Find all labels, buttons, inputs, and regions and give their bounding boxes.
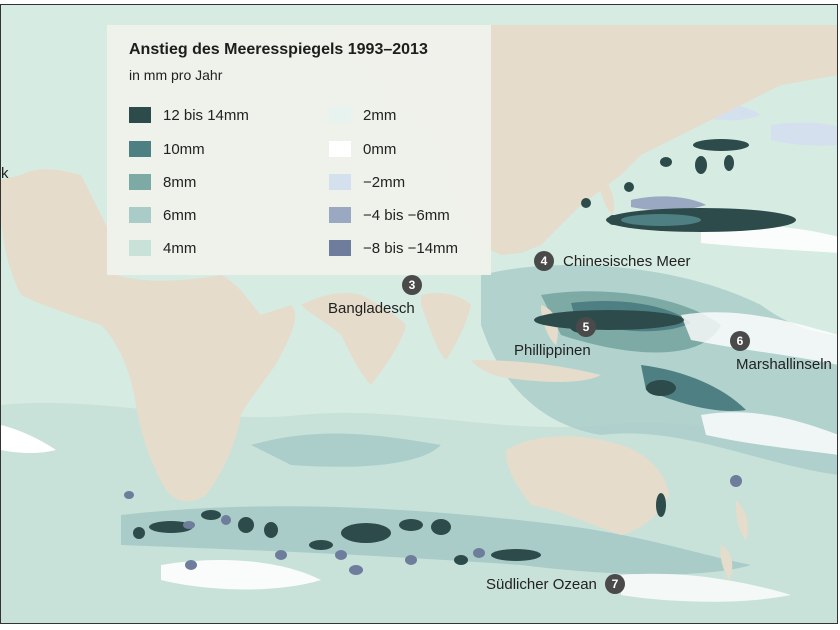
marker-bangladesch-label: Bangladesch	[328, 300, 415, 317]
legend-swatch	[329, 240, 351, 256]
legend-swatch	[329, 174, 351, 190]
legend-subtitle: in mm pro Jahr	[129, 67, 223, 83]
legend: Anstieg des Meeresspiegels 1993–2013 in …	[107, 25, 491, 275]
marker-number: 5	[576, 317, 596, 337]
legend-item-label: 12 bis 14mm	[163, 106, 249, 124]
legend-item: −8 bis −14mm	[329, 238, 458, 258]
legend-swatch	[129, 141, 151, 157]
land-masses	[1, 25, 837, 580]
legend-item: 10mm	[129, 139, 205, 159]
legend-swatch	[329, 207, 351, 223]
legend-item-label: −8 bis −14mm	[363, 239, 459, 257]
marker-marshallinseln-label: Marshallinseln	[736, 356, 832, 373]
marker-label: Südlicher Ozean	[486, 575, 597, 593]
marker-bangladesch-badge: 3	[402, 275, 422, 295]
legend-item-label: −4 bis −6mm	[363, 206, 450, 224]
legend-item-label: 4mm	[163, 239, 197, 257]
legend-swatch	[129, 207, 151, 223]
legend-item-label: 8mm	[163, 173, 197, 191]
legend-item-label: 10mm	[163, 140, 205, 158]
extreme-patches	[124, 139, 796, 575]
marker-phillippinen-badge: 5	[576, 317, 596, 337]
legend-swatch	[329, 141, 351, 157]
legend-item-label: 6mm	[163, 206, 197, 224]
marker-marshallinseln-badge: 6	[730, 331, 750, 351]
marker-chinesisches-meer: 4 Chinesisches Meer	[534, 251, 691, 271]
legend-item: 0mm	[329, 139, 396, 159]
marker-number: 3	[402, 275, 422, 295]
legend-item: −4 bis −6mm	[329, 205, 450, 225]
map-frame: Anstieg des Meeresspiegels 1993–2013 in …	[0, 4, 838, 624]
edge-label: k	[1, 165, 9, 182]
marker-phillippinen-label: Phillippinen	[514, 342, 591, 359]
legend-title: Anstieg des Meeresspiegels 1993–2013	[129, 41, 428, 58]
legend-item: 8mm	[129, 172, 196, 192]
legend-swatch	[129, 174, 151, 190]
legend-swatch	[329, 107, 351, 123]
legend-item: 6mm	[129, 205, 196, 225]
marker-label: Phillippinen	[514, 342, 591, 359]
legend-item-label: 0mm	[363, 140, 397, 158]
legend-item: −2mm	[329, 172, 405, 192]
legend-swatch	[129, 107, 151, 123]
marker-number: 7	[604, 574, 625, 594]
legend-item: 4mm	[129, 238, 196, 258]
marker-label: Marshallinseln	[736, 356, 832, 373]
marker-label: Bangladesch	[328, 300, 415, 317]
legend-item: 12 bis 14mm	[129, 105, 249, 125]
legend-item: 2mm	[329, 105, 396, 125]
legend-item-label: −2mm	[363, 173, 406, 191]
legend-swatch	[129, 240, 151, 256]
marker-suedlicher-ozean: Südlicher Ozean 7	[486, 574, 625, 594]
marker-label: Chinesisches Meer	[563, 252, 691, 270]
marker-number: 6	[730, 331, 750, 351]
legend-item-label: 2mm	[363, 106, 397, 124]
marker-number: 4	[534, 251, 554, 271]
